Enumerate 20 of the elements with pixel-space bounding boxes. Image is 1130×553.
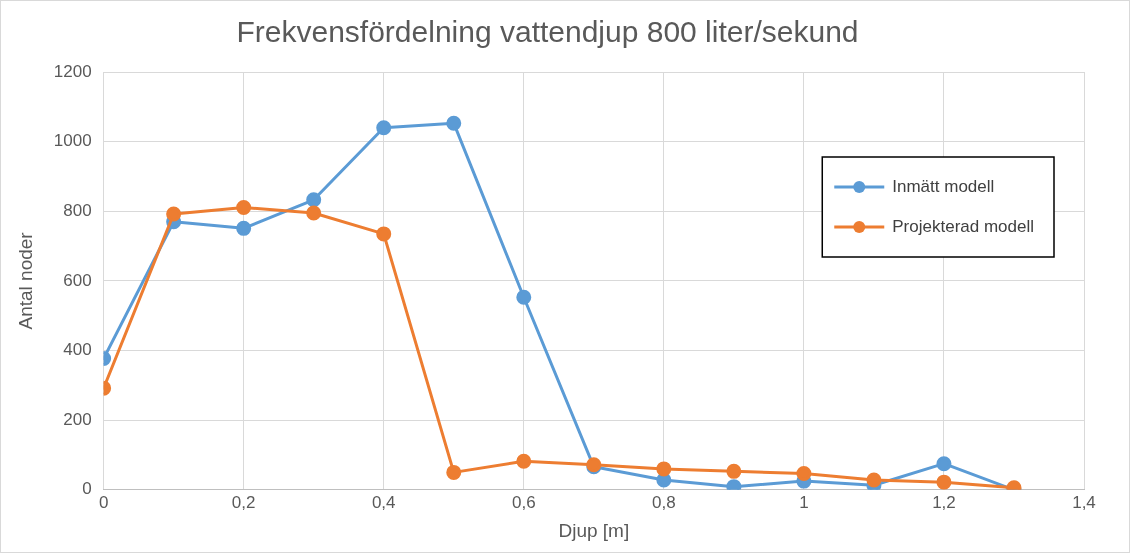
x-tick-label: 0,6 [511, 492, 536, 512]
y-tick-label: 200 [63, 409, 92, 429]
x-tick-label: 1 [799, 492, 809, 512]
y-tick-label: 0 [82, 479, 92, 499]
x-tick-label: 0,4 [371, 492, 396, 512]
legend-label: Projekterad modell [892, 216, 1035, 236]
x-tick-label: 1,2 [932, 492, 956, 512]
chart-title: Frekvensfördelning vattendjup 800 liter/sekund [236, 15, 859, 49]
y-axis-title: Antal noder [14, 231, 36, 330]
x-tick-label: 0,2 [231, 492, 256, 512]
y-tick-label: 400 [63, 340, 92, 360]
legend-label: Inmätt modell [892, 176, 995, 196]
y-tick-label: 1000 [53, 131, 92, 151]
y-tick-label: 600 [63, 270, 92, 290]
x-tick-label: 1,4 [1072, 492, 1096, 512]
x-tick-label: 0 [98, 492, 109, 512]
x-axis-title: Djup [m] [558, 519, 630, 541]
y-tick-label: 800 [63, 200, 92, 220]
y-tick-label: 1200 [53, 61, 92, 81]
x-tick-label: 0,8 [652, 492, 676, 512]
